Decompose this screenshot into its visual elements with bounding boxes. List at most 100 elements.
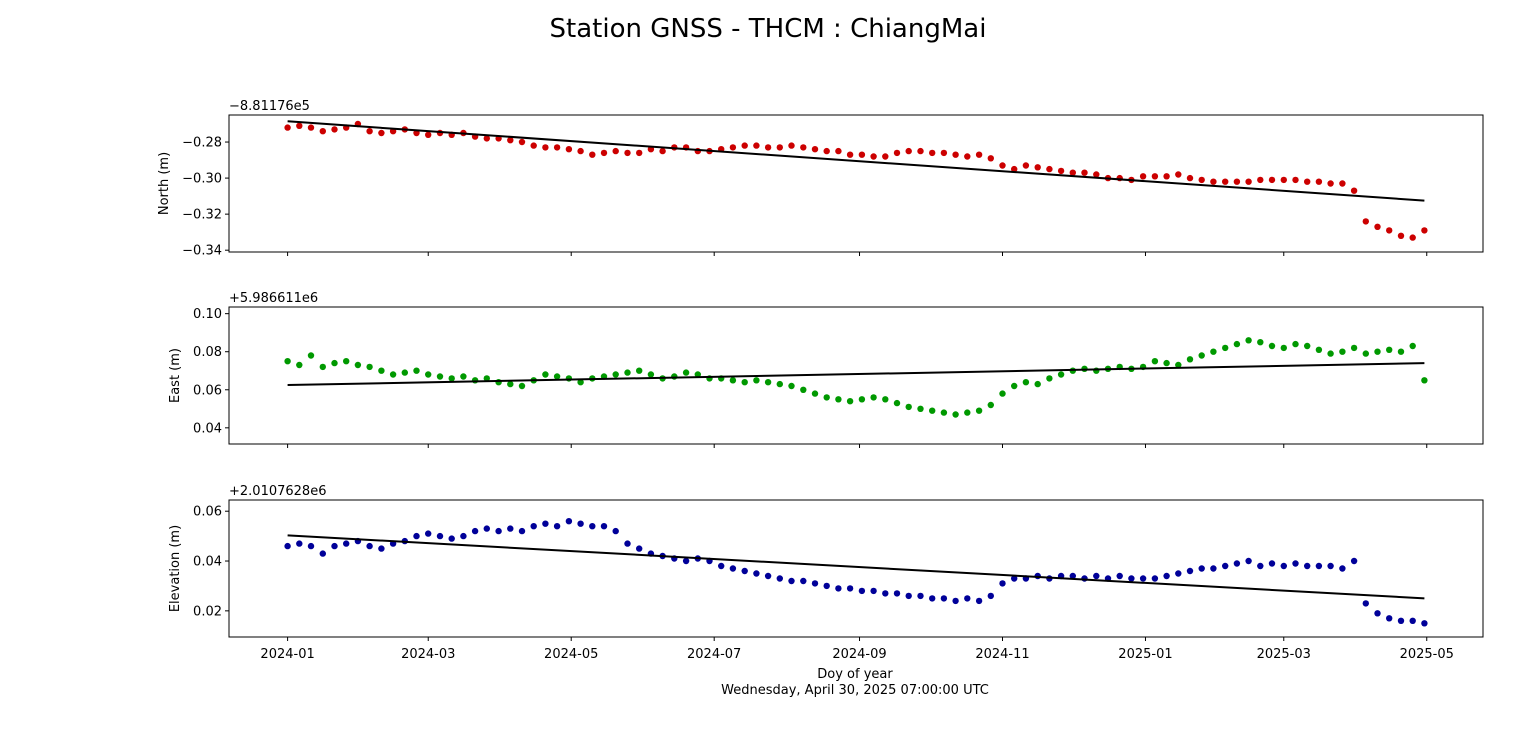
east-point <box>577 379 584 386</box>
north-point <box>624 149 631 157</box>
north-point <box>1210 178 1217 185</box>
east-point <box>1210 348 1217 355</box>
north-point <box>741 142 748 149</box>
elevation-point <box>964 595 971 602</box>
east-point <box>413 367 420 374</box>
elevation-point <box>940 595 948 602</box>
north-point <box>1151 173 1159 180</box>
north-point <box>600 149 608 157</box>
north-point <box>1409 234 1416 241</box>
north-point <box>1386 227 1393 234</box>
elevation-point <box>835 585 842 592</box>
north-point <box>1011 165 1018 173</box>
north-point <box>1280 176 1288 184</box>
elevation-points <box>284 518 1428 627</box>
elevation-point <box>1245 557 1252 565</box>
east-point <box>882 396 889 403</box>
elevation-point <box>987 592 994 600</box>
elevation-point <box>1198 565 1205 572</box>
east-point <box>296 361 303 369</box>
north-point <box>1292 176 1299 184</box>
north-point <box>1057 167 1065 175</box>
north-point <box>846 151 854 158</box>
north-point <box>964 153 971 160</box>
north-y-axis-label: North (m) <box>157 152 172 215</box>
elevation-point <box>1280 562 1288 570</box>
east-point <box>307 352 315 359</box>
north-point <box>823 147 830 155</box>
elevation-point <box>436 532 444 540</box>
north-y-tick-label: −0.34 <box>182 244 222 259</box>
elevation-point <box>589 523 596 530</box>
north-point <box>1304 178 1311 185</box>
elevation-point <box>413 532 420 540</box>
elevation-y-tick-label: 0.04 <box>193 555 222 570</box>
east-x-ticks <box>287 444 1428 448</box>
east-point <box>1057 371 1065 378</box>
north-point <box>1374 223 1381 230</box>
x-tick-label: 2024-07 <box>687 647 741 662</box>
north-point <box>296 122 303 129</box>
north-y-ticks: −0.34 −0.32 −0.30 −0.28 <box>182 136 229 259</box>
east-point <box>800 386 807 393</box>
east-point <box>378 367 385 374</box>
north-point <box>636 149 643 157</box>
east-point <box>1163 359 1170 367</box>
north-point <box>612 147 619 155</box>
north-point <box>729 144 737 151</box>
elevation-point <box>530 523 537 530</box>
east-point <box>764 379 772 386</box>
elevation-point <box>542 520 549 527</box>
figure-footer-timestamp: Wednesday, April 30, 2025 07:00:00 UTC <box>721 683 989 698</box>
north-point <box>1163 173 1170 180</box>
north-point <box>893 149 901 157</box>
elevation-point <box>682 557 690 565</box>
elevation-point <box>1257 562 1264 570</box>
east-y-tick-label: 0.10 <box>193 307 222 322</box>
north-point <box>1186 174 1194 182</box>
elevation-panel: +2.0107628e6 Elevation (m) 0.020.040.06 … <box>168 484 1484 662</box>
elevation-point <box>858 587 866 595</box>
north-point <box>1268 176 1276 184</box>
east-point <box>964 409 971 416</box>
elevation-x-ticks: 2024-01 2024-03 2024-05 2024-07 2024-09 2024-… <box>260 637 1454 662</box>
elevation-point <box>718 562 725 570</box>
east-point <box>1233 340 1241 348</box>
north-point <box>753 142 760 149</box>
east-point <box>1280 344 1288 352</box>
east-point <box>1409 342 1416 350</box>
east-point <box>1046 375 1053 382</box>
elevation-point <box>624 540 631 547</box>
elevation-point <box>1210 565 1217 572</box>
north-point <box>952 151 959 158</box>
east-point <box>917 405 924 412</box>
north-point <box>882 153 889 160</box>
east-point <box>1022 379 1030 386</box>
x-tick-label: 2024-05 <box>544 647 598 662</box>
elevation-point <box>577 520 584 527</box>
x-tick-label: 2025-05 <box>1400 647 1454 662</box>
north-point <box>1257 176 1264 184</box>
elevation-point <box>565 518 573 525</box>
elevation-point <box>1292 560 1299 567</box>
east-point <box>1315 346 1323 353</box>
elevation-point <box>612 527 619 535</box>
elevation-point <box>917 592 924 600</box>
north-point <box>788 142 795 149</box>
elevation-point <box>1327 562 1334 570</box>
elevation-point <box>753 570 760 577</box>
elevation-point <box>1163 572 1170 580</box>
north-y-tick-label: −0.28 <box>182 136 222 151</box>
elevation-point <box>870 587 877 595</box>
east-point <box>425 371 432 378</box>
elevation-point <box>893 590 901 597</box>
east-point <box>319 363 326 371</box>
east-point <box>671 373 678 380</box>
north-point <box>1069 169 1077 176</box>
east-point <box>1397 348 1405 355</box>
elevation-point <box>1222 562 1229 570</box>
east-y-axis-label: East (m) <box>168 348 183 403</box>
elevation-point <box>507 525 514 532</box>
north-point <box>483 135 490 142</box>
